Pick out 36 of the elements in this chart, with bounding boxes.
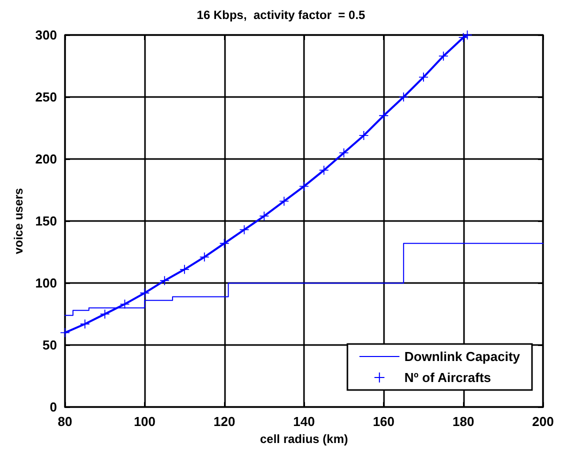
chart-title: 16 Kbps, activity factor = 0.5	[196, 8, 366, 22]
y-tick-label: 50	[42, 338, 57, 353]
y-tick-label: 100	[35, 276, 57, 291]
point	[140, 288, 150, 298]
y-tick-label: 0	[50, 400, 57, 415]
x-tick-label: 120	[213, 414, 236, 430]
point	[200, 252, 209, 262]
point	[438, 52, 448, 61]
x-tick-label: 140	[293, 414, 315, 430]
point	[80, 320, 90, 328]
point	[60, 328, 70, 338]
point	[300, 182, 308, 191]
y-tick-label: 200	[35, 152, 57, 167]
legend-label: Nº of Aircrafts	[404, 370, 492, 385]
x-axis-title: cell radius (km)	[260, 432, 348, 446]
x-tick-label: 180	[452, 414, 474, 430]
point	[160, 276, 170, 286]
y-tick-label: 150	[35, 214, 57, 229]
y-tick-label: 300	[35, 28, 57, 42]
point	[379, 111, 388, 120]
point	[419, 72, 428, 82]
x-tick-label: 80	[58, 414, 72, 430]
point	[180, 264, 189, 274]
y-tick-label: 250	[35, 90, 57, 105]
point	[339, 148, 348, 158]
point	[220, 238, 229, 248]
point	[260, 212, 269, 221]
point	[399, 92, 408, 102]
point	[462, 30, 472, 40]
y-axis-title: voice users	[11, 188, 26, 254]
x-tick-label: 100	[134, 414, 156, 430]
legend-label: Downlink Capacity	[404, 349, 521, 364]
x-tick-label: 200	[532, 414, 554, 430]
x-tick-label: 160	[372, 414, 395, 430]
point	[100, 310, 110, 319]
point	[319, 166, 328, 175]
